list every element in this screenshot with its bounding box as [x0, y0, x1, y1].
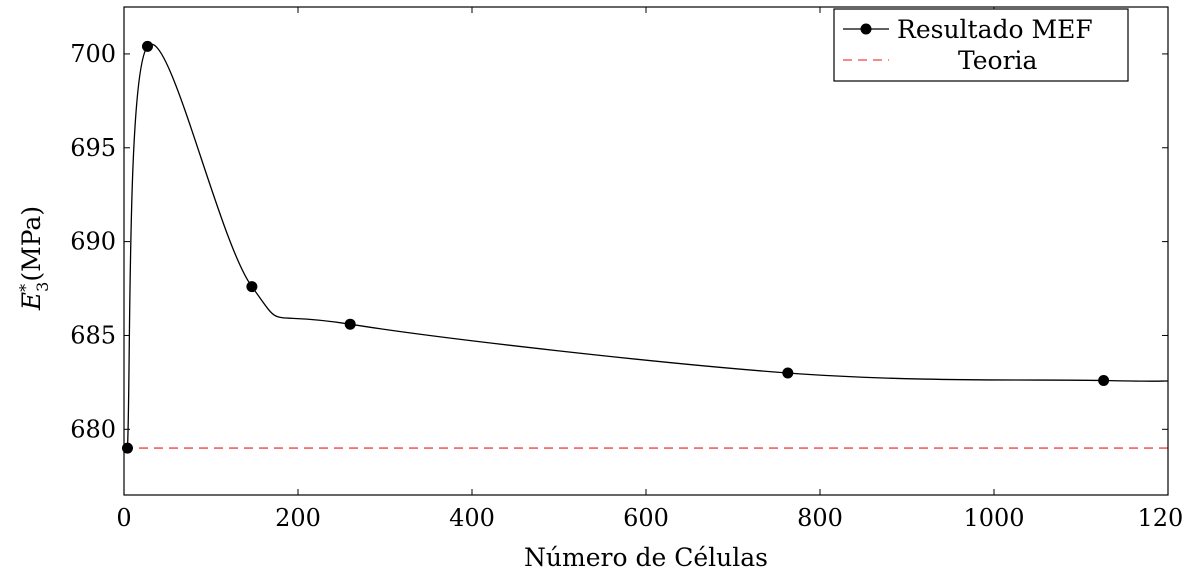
series-resultado-mef-point	[141, 40, 153, 52]
x-tick-label: 800	[797, 504, 843, 532]
y-axis-label: E*3(MPa)	[16, 206, 52, 311]
legend-marker-resultado-mef	[860, 23, 872, 35]
x-tick-label: 0	[116, 504, 131, 532]
y-tick-label: 700	[70, 40, 116, 68]
y-axis-label-symbol: E	[17, 292, 46, 311]
x-tick-label: 1200	[1137, 504, 1182, 532]
y-tick-label: 685	[70, 321, 116, 349]
legend-label-teoria: Teoria	[958, 46, 1038, 75]
y-tick-label: 680	[70, 415, 116, 443]
legend-label-resultado-mef: Resultado MEF	[897, 15, 1093, 44]
y-axis-label-subscript: 3	[33, 282, 52, 292]
chart-series	[121, 40, 1169, 454]
series-resultado-mef-point	[246, 281, 258, 293]
plot-frame	[123, 6, 1169, 496]
series-resultado-mef-point	[121, 442, 133, 454]
x-axis-label: Número de Células	[524, 543, 768, 572]
y-axis-label-superscript: *	[16, 284, 35, 292]
legend-box	[833, 8, 1129, 82]
x-tick-label: 400	[449, 504, 495, 532]
series-resultado-mef-point	[344, 318, 356, 330]
y-axis-label-unit: (MPa)	[17, 206, 46, 282]
series-resultado-mef-line	[126, 43, 1169, 449]
series-resultado-mef-point	[1098, 375, 1110, 387]
x-tick-label: 200	[275, 504, 321, 532]
y-tick-label: 695	[70, 134, 116, 162]
y-tick-label: 690	[70, 228, 116, 256]
x-tick-label: 600	[623, 504, 669, 532]
axis-ticks: 0 200 400 600 800 1000 1200 680 685 690 695 700	[70, 7, 1182, 532]
x-tick-label: 1000	[963, 504, 1024, 532]
legend: Resultado MEF Teoria	[833, 8, 1129, 82]
series-resultado-mef-point	[782, 367, 794, 379]
